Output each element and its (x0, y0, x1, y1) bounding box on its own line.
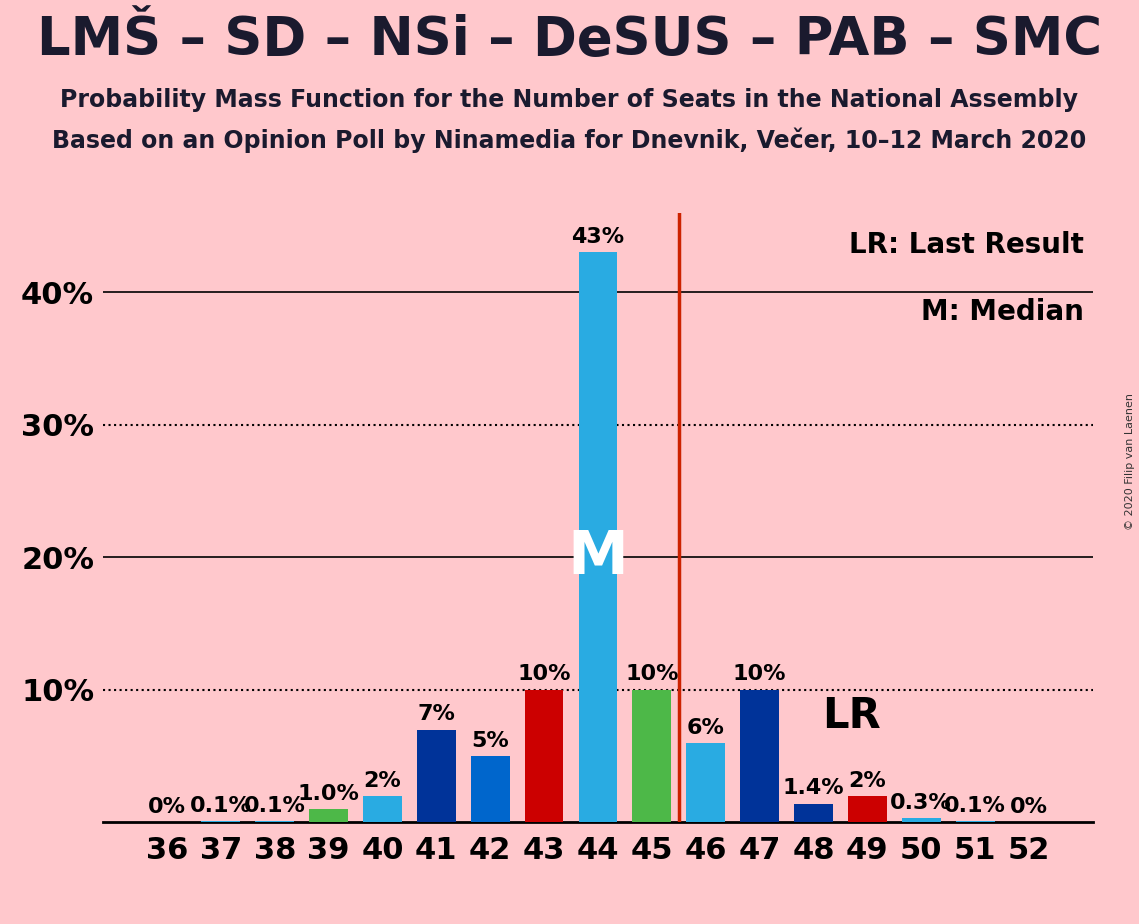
Text: 10%: 10% (732, 664, 786, 685)
Bar (255, 821, 294, 822)
Bar (363, 796, 402, 822)
Text: Based on an Opinion Poll by Ninamedia for Dnevnik, Večer, 10–12 March 2020: Based on an Opinion Poll by Ninamedia fo… (52, 128, 1087, 153)
Text: 0%: 0% (1010, 797, 1048, 817)
Text: 43%: 43% (572, 227, 624, 247)
Text: 0.1%: 0.1% (244, 796, 305, 816)
Bar (956, 821, 994, 822)
Text: 10%: 10% (517, 664, 571, 685)
Bar (309, 809, 349, 822)
Bar (525, 690, 564, 822)
Text: Probability Mass Function for the Number of Seats in the National Assembly: Probability Mass Function for the Number… (60, 88, 1079, 112)
Text: 2%: 2% (849, 771, 886, 791)
Bar (632, 690, 671, 822)
Text: 7%: 7% (417, 704, 456, 724)
Text: LR: LR (822, 695, 880, 737)
Text: 10%: 10% (625, 664, 679, 685)
Text: LR: Last Result: LR: Last Result (849, 231, 1083, 259)
Text: 5%: 5% (472, 731, 509, 751)
Bar (740, 690, 779, 822)
Text: 1.4%: 1.4% (782, 779, 844, 798)
Text: 0.1%: 0.1% (944, 796, 1006, 816)
Text: 2%: 2% (363, 771, 401, 791)
Bar (847, 796, 887, 822)
Text: © 2020 Filip van Laenen: © 2020 Filip van Laenen (1125, 394, 1134, 530)
Text: M: Median: M: Median (920, 298, 1083, 326)
Bar (794, 804, 833, 822)
Bar (417, 730, 456, 822)
Text: M: M (567, 528, 629, 587)
Text: LMŠ – SD – NSi – DeSUS – PAB – SMC: LMŠ – SD – NSi – DeSUS – PAB – SMC (36, 14, 1103, 66)
Bar (687, 743, 726, 822)
Text: 0%: 0% (148, 797, 186, 817)
Bar (579, 252, 617, 822)
Bar (902, 819, 941, 822)
Text: 1.0%: 1.0% (297, 784, 360, 804)
Text: 0.3%: 0.3% (891, 793, 952, 813)
Text: 0.1%: 0.1% (190, 796, 252, 816)
Bar (202, 821, 240, 822)
Text: 6%: 6% (687, 718, 724, 737)
Bar (470, 756, 509, 822)
